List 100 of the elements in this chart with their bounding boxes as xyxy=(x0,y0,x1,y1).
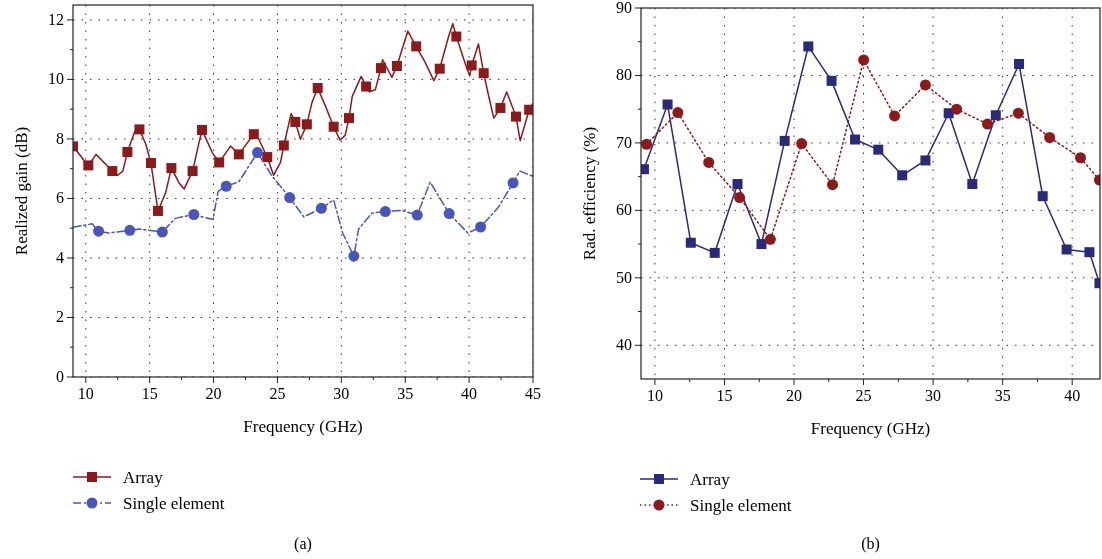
point xyxy=(290,116,301,127)
point xyxy=(920,155,931,166)
y-axis-title: Realized gain (dB) xyxy=(12,126,31,256)
y-tick-label: 50 xyxy=(616,268,632,286)
point xyxy=(1037,191,1048,202)
point xyxy=(967,179,978,190)
point xyxy=(732,179,743,190)
point xyxy=(262,152,273,163)
point xyxy=(107,166,118,177)
text: (a) xyxy=(294,535,312,553)
point xyxy=(197,124,208,135)
point xyxy=(361,81,372,92)
point xyxy=(734,192,746,204)
point xyxy=(873,144,884,155)
point xyxy=(475,221,487,233)
x-tick-label: 40 xyxy=(461,385,478,402)
y-tick-label: 6 xyxy=(56,189,64,207)
point xyxy=(278,140,289,151)
x-tick-label: 10 xyxy=(646,387,663,404)
y-axis-title: Rad. efficiency (%) xyxy=(580,126,599,261)
y-tick-label: 70 xyxy=(616,133,632,151)
point xyxy=(850,134,861,145)
point xyxy=(1084,247,1095,258)
point xyxy=(451,31,462,42)
point xyxy=(375,63,386,74)
text: (b) xyxy=(861,535,880,553)
point xyxy=(145,158,156,169)
point xyxy=(495,102,506,113)
point xyxy=(897,170,908,181)
x-tick-label: 30 xyxy=(925,387,942,404)
point xyxy=(434,63,445,74)
point xyxy=(1044,132,1056,144)
point xyxy=(328,121,339,132)
point xyxy=(662,99,673,110)
point xyxy=(709,247,720,258)
point xyxy=(411,41,422,52)
x-tick-label: 25 xyxy=(269,385,286,402)
x-axis-title: Frequency (GHz) xyxy=(243,417,363,436)
x-tick-label: 15 xyxy=(141,385,158,402)
x-tick-label: 20 xyxy=(786,387,802,404)
point xyxy=(889,110,901,122)
point xyxy=(214,157,225,168)
point xyxy=(764,233,776,245)
legend-label: Array xyxy=(123,468,164,487)
point xyxy=(379,206,391,218)
point xyxy=(312,83,323,94)
point xyxy=(1012,107,1024,119)
point xyxy=(858,54,870,66)
point xyxy=(188,209,200,221)
point xyxy=(1061,244,1072,255)
point xyxy=(220,180,232,192)
y-tick-label: 8 xyxy=(56,129,64,147)
y-tick-label: 80 xyxy=(616,66,632,84)
point xyxy=(1014,58,1025,69)
point xyxy=(156,226,168,238)
legend-label: Single element xyxy=(123,494,225,513)
point xyxy=(672,107,684,119)
point xyxy=(233,149,244,160)
point xyxy=(122,147,133,158)
y-tick-label: 90 xyxy=(616,0,632,16)
point xyxy=(83,160,94,171)
legend-label: Single element xyxy=(690,496,792,515)
x-tick-label: 35 xyxy=(994,387,1011,404)
y-tick-label: 4 xyxy=(56,248,64,266)
point xyxy=(779,135,790,146)
point xyxy=(466,60,477,71)
point xyxy=(134,124,145,135)
point xyxy=(124,224,136,236)
point xyxy=(301,119,312,130)
point xyxy=(524,104,533,115)
point xyxy=(641,138,653,150)
point xyxy=(507,177,519,189)
point xyxy=(187,166,198,177)
point xyxy=(703,156,715,168)
point xyxy=(803,41,814,52)
point xyxy=(284,192,296,204)
point xyxy=(796,138,808,150)
point xyxy=(252,147,264,159)
y-tick-label: 40 xyxy=(616,336,632,354)
legend-label: Array xyxy=(690,470,731,489)
point xyxy=(826,75,837,86)
x-tick-label: 45 xyxy=(525,385,541,402)
point xyxy=(827,179,839,191)
point xyxy=(391,61,402,72)
point xyxy=(248,129,259,140)
point xyxy=(93,225,105,237)
y-tick-label: 12 xyxy=(48,10,64,28)
point xyxy=(919,79,931,91)
x-tick-label: 15 xyxy=(716,387,733,404)
point xyxy=(981,118,993,130)
point xyxy=(1075,152,1087,164)
point xyxy=(315,202,327,214)
point xyxy=(152,205,163,216)
point xyxy=(685,237,696,248)
y-tick-label: 2 xyxy=(56,308,64,326)
point xyxy=(411,209,423,221)
y-tick-label: 0 xyxy=(56,368,64,385)
x-tick-label: 30 xyxy=(333,385,350,402)
point xyxy=(166,163,177,174)
x-tick-label: 20 xyxy=(205,385,222,402)
